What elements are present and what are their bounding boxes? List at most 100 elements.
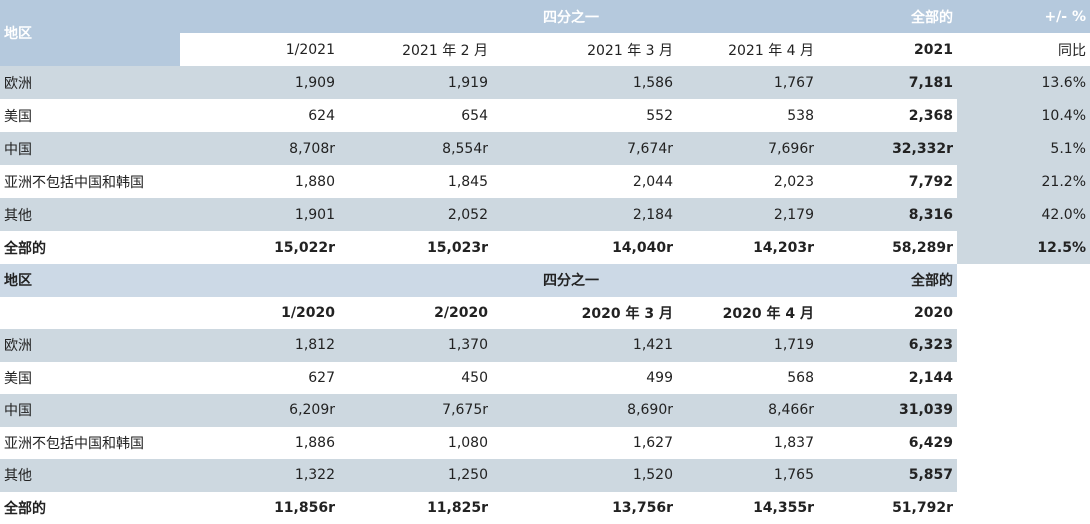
header-spacer <box>677 264 818 297</box>
blank-cell <box>957 394 1090 427</box>
blank-cell <box>957 459 1090 492</box>
value-cell: 14,203r <box>677 231 818 264</box>
value-cell: 1,719 <box>677 329 818 362</box>
value-cell: 2,044 <box>492 165 677 198</box>
yoy-cell: 42.0% <box>957 198 1090 231</box>
sales-by-region-document: 地区 四分之一 全部的 +/- % 1/2021 2021 年 2 月 2021… <box>0 0 1090 513</box>
value-cell: 1,880 <box>180 165 339 198</box>
value-cell: 7,696r <box>677 132 818 165</box>
yoy-cell: 13.6% <box>957 66 1090 99</box>
total-cell: 6,429 <box>818 427 957 460</box>
total-header: 全部的 <box>818 264 957 297</box>
quarter-header: 四分之一 <box>339 0 677 33</box>
value-cell: 1,765 <box>677 459 818 492</box>
region-cell: 欧洲 <box>0 66 180 99</box>
value-cell: 2,052 <box>339 198 492 231</box>
blank-cell <box>957 492 1090 524</box>
region-cell: 亚洲不包括中国和韩国 <box>0 427 180 460</box>
region-cell: 其他 <box>0 459 180 492</box>
col-header-total: 2020 <box>818 297 957 330</box>
yoy-cell: 21.2% <box>957 165 1090 198</box>
table-row: 美国 627 450 499 568 2,144 <box>0 362 1090 395</box>
value-cell: 1,845 <box>339 165 492 198</box>
total-cell: 7,181 <box>818 66 957 99</box>
value-cell: 538 <box>677 99 818 132</box>
yoy-cell: 12.5% <box>957 231 1090 264</box>
value-cell: 568 <box>677 362 818 395</box>
table-row: 欧洲 1,812 1,370 1,421 1,719 6,323 <box>0 329 1090 362</box>
value-cell: 7,675r <box>339 394 492 427</box>
yoy-header: +/- % <box>957 0 1090 33</box>
header-spacer <box>180 0 339 33</box>
col-header: 2021 年 2 月 <box>339 33 492 66</box>
blank-cell <box>957 427 1090 460</box>
total-header: 全部的 <box>818 0 957 33</box>
value-cell: 1,421 <box>492 329 677 362</box>
region-cell: 中国 <box>0 132 180 165</box>
header-row-2: 1/2020 2/2020 2020 年 3 月 2020 年 4 月 2020 <box>0 297 1090 330</box>
col-header: 2/2020 <box>339 297 492 330</box>
region-cell: 欧洲 <box>0 329 180 362</box>
total-cell: 31,039 <box>818 394 957 427</box>
header-spacer <box>677 0 818 33</box>
region-cell: 其他 <box>0 198 180 231</box>
value-cell: 1,919 <box>339 66 492 99</box>
blank-cell <box>957 264 1090 297</box>
region-cell: 美国 <box>0 99 180 132</box>
value-cell: 627 <box>180 362 339 395</box>
region-header: 地区 <box>0 0 180 66</box>
value-cell: 654 <box>339 99 492 132</box>
value-cell: 1,322 <box>180 459 339 492</box>
value-cell: 1,837 <box>677 427 818 460</box>
region-cell: 美国 <box>0 362 180 395</box>
table-2020: 地区 四分之一 全部的 1/2020 2/2020 2020 年 3 月 202… <box>0 264 1090 524</box>
value-cell: 1,812 <box>180 329 339 362</box>
value-cell: 450 <box>339 362 492 395</box>
value-cell: 6,209r <box>180 394 339 427</box>
table-row: 亚洲不包括中国和韩国 1,880 1,845 2,044 2,023 7,792… <box>0 165 1090 198</box>
col-header: 1/2021 <box>180 33 339 66</box>
table-row: 亚洲不包括中国和韩国 1,886 1,080 1,627 1,837 6,429 <box>0 427 1090 460</box>
col-header: 2021 年 3 月 <box>492 33 677 66</box>
value-cell: 1,370 <box>339 329 492 362</box>
yoy-cell: 10.4% <box>957 99 1090 132</box>
blank-cell <box>957 297 1090 330</box>
total-row: 全部的 15,022r 15,023r 14,040r 14,203r 58,2… <box>0 231 1090 264</box>
total-cell: 51,792r <box>818 492 957 524</box>
value-cell: 552 <box>492 99 677 132</box>
value-cell: 1,886 <box>180 427 339 460</box>
total-cell: 32,332r <box>818 132 957 165</box>
table-2021: 地区 四分之一 全部的 +/- % 1/2021 2021 年 2 月 2021… <box>0 0 1090 264</box>
quarter-header: 四分之一 <box>339 264 677 297</box>
value-cell: 13,756r <box>492 492 677 524</box>
col-header: 2020 年 4 月 <box>677 297 818 330</box>
value-cell: 11,856r <box>180 492 339 524</box>
total-cell: 6,323 <box>818 329 957 362</box>
blank-cell <box>0 297 180 330</box>
col-header: 2020 年 3 月 <box>492 297 677 330</box>
value-cell: 2,179 <box>677 198 818 231</box>
value-cell: 15,023r <box>339 231 492 264</box>
table-row: 中国 6,209r 7,675r 8,690r 8,466r 31,039 <box>0 394 1090 427</box>
total-row: 全部的 11,856r 11,825r 13,756r 14,355r 51,7… <box>0 492 1090 524</box>
table-row: 中国 8,708r 8,554r 7,674r 7,696r 32,332r 5… <box>0 132 1090 165</box>
table-row: 其他 1,901 2,052 2,184 2,179 8,316 42.0% <box>0 198 1090 231</box>
region-cell: 全部的 <box>0 231 180 264</box>
yoy-cell: 5.1% <box>957 132 1090 165</box>
value-cell: 1,250 <box>339 459 492 492</box>
value-cell: 8,466r <box>677 394 818 427</box>
value-cell: 624 <box>180 99 339 132</box>
value-cell: 14,355r <box>677 492 818 524</box>
value-cell: 11,825r <box>339 492 492 524</box>
total-cell: 58,289r <box>818 231 957 264</box>
total-cell: 8,316 <box>818 198 957 231</box>
value-cell: 1,080 <box>339 427 492 460</box>
header-spacer <box>180 264 339 297</box>
value-cell: 15,022r <box>180 231 339 264</box>
value-cell: 1,901 <box>180 198 339 231</box>
value-cell: 1,627 <box>492 427 677 460</box>
header-row-1: 地区 四分之一 全部的 <box>0 264 1090 297</box>
blank-cell <box>957 329 1090 362</box>
col-header-total: 2021 <box>818 33 957 66</box>
region-header: 地区 <box>0 264 180 297</box>
